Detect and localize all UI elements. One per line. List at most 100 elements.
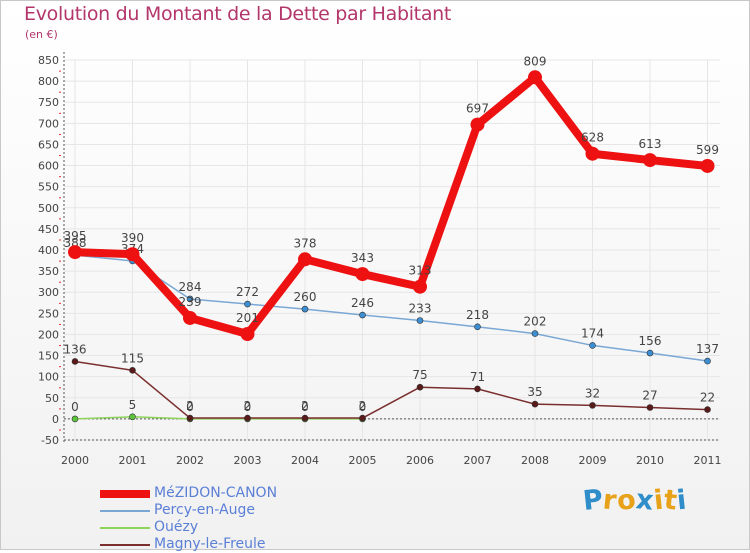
data-label-m-zidon-canon: 343 [351, 251, 374, 265]
data-point-m-zidon-canon [240, 327, 255, 342]
data-point-ou-zy [129, 413, 136, 421]
y-tick-label: 550 [38, 181, 59, 194]
data-point-magny-le-freule [531, 400, 539, 408]
y-tick-label: 350 [38, 265, 59, 278]
data-label-magny-le-freule: 136 [64, 342, 87, 356]
legend-label: Ouézy [154, 519, 199, 535]
x-tick-label: 2005 [349, 454, 377, 467]
data-point-magny-le-freule [186, 414, 194, 422]
x-tick-label: 2002 [176, 454, 204, 467]
data-point-percy-en-auge [474, 323, 481, 331]
x-tick-label: 2009 [579, 454, 607, 467]
y-tick-label: 650 [38, 138, 59, 151]
data-point-m-zidon-canon [470, 117, 485, 132]
data-point-percy-en-auge [301, 305, 309, 313]
y-tick-label: 700 [38, 117, 59, 130]
data-label-magny-le-freule: 2 [301, 399, 309, 413]
data-label-magny-le-freule: 2 [359, 399, 367, 413]
x-tick-label: 2006 [406, 454, 434, 467]
data-label-m-zidon-canon: 809 [524, 54, 547, 68]
legend-swatch [100, 527, 150, 529]
x-tick-label: 2004 [291, 454, 319, 467]
data-point-magny-le-freule [359, 414, 366, 422]
data-point-m-zidon-canon [183, 310, 197, 325]
legend-label: Percy-en-Auge [154, 502, 255, 518]
data-label-percy-en-auge: 218 [466, 308, 489, 322]
data-label-magny-le-freule: 35 [527, 385, 542, 399]
y-tick-label: 600 [38, 160, 59, 173]
data-point-percy-en-auge [589, 342, 596, 349]
x-tick-label: 2003 [234, 454, 262, 467]
data-label-ou-zy: 0 [186, 400, 194, 414]
data-label-percy-en-auge: 260 [294, 290, 317, 304]
data-point-magny-le-freule [704, 406, 711, 413]
data-label-magny-le-freule: 2 [244, 399, 252, 413]
proxiti-logo: Proxiti [581, 484, 689, 517]
data-label-magny-le-freule: 2 [186, 399, 194, 413]
data-point-magny-le-freule [646, 404, 654, 411]
data-point-percy-en-auge [244, 300, 251, 308]
data-point-m-zidon-canon [643, 153, 657, 168]
y-tick-label: 800 [38, 75, 59, 88]
y-tick-label: 0 [52, 413, 59, 426]
series-line-magny-le-freule [74, 360, 709, 419]
data-label-percy-en-auge: 202 [524, 315, 547, 329]
data-point-magny-le-freule [129, 367, 136, 374]
legend-swatch [100, 490, 150, 498]
y-tick-label: 400 [38, 244, 59, 257]
data-point-percy-en-auge [704, 357, 711, 365]
data-label-ou-zy: 0 [301, 400, 309, 414]
x-tick-label: 2000 [61, 454, 89, 467]
data-point-m-zidon-canon [585, 146, 600, 161]
data-label-m-zidon-canon: 628 [581, 131, 604, 145]
data-point-magny-le-freule [416, 383, 424, 391]
legend-swatch [100, 510, 150, 512]
data-point-percy-en-auge [359, 311, 366, 319]
x-tick-label: 2011 [694, 454, 722, 467]
y-tick-label: 50 [45, 392, 59, 405]
data-label-magny-le-freule: 27 [642, 388, 657, 402]
data-label-m-zidon-canon: 201 [236, 311, 259, 325]
data-label-ou-zy: 5 [129, 398, 137, 412]
x-tick-label: 2007 [464, 454, 492, 467]
data-label-m-zidon-canon: 378 [294, 236, 317, 250]
y-tick-label: 200 [38, 328, 59, 341]
data-label-percy-en-auge: 233 [409, 302, 432, 316]
x-tick-label: 2010 [636, 454, 664, 467]
data-point-magny-le-freule [474, 385, 481, 393]
data-point-percy-en-auge [531, 330, 539, 337]
data-label-percy-en-auge: 137 [696, 342, 719, 356]
data-point-magny-le-freule [589, 402, 596, 409]
data-label-percy-en-auge: 284 [179, 280, 202, 294]
data-label-m-zidon-canon: 390 [121, 231, 144, 245]
data-label-magny-le-freule: 71 [470, 370, 485, 384]
data-label-m-zidon-canon: 239 [179, 295, 202, 309]
data-label-percy-en-auge: 246 [351, 296, 374, 310]
data-label-magny-le-freule: 22 [700, 391, 715, 405]
legend-label: MéZIDON-CANON [154, 485, 278, 501]
data-point-m-zidon-canon [298, 252, 312, 267]
y-tick-label: 450 [38, 223, 59, 236]
legend-swatch [100, 544, 150, 546]
x-tick-label: 2001 [119, 454, 147, 467]
data-label-m-zidon-canon: 395 [64, 229, 87, 243]
legend-label: Magny-le-Freule [154, 536, 266, 552]
series-line-m-zidon-canon [71, 73, 712, 339]
data-label-magny-le-freule: 115 [121, 351, 144, 365]
series-line-ou-zy [74, 416, 364, 420]
data-point-percy-en-auge [186, 295, 194, 303]
data-point-m-zidon-canon [700, 158, 715, 173]
data-label-magny-le-freule: 32 [585, 386, 600, 400]
data-point-ou-zy [71, 415, 79, 423]
y-tick-label: 500 [38, 202, 59, 215]
data-point-magny-le-freule [244, 414, 251, 422]
series-line-percy-en-auge [74, 254, 709, 362]
chart-unit-label: (en €) [25, 28, 58, 41]
data-label-percy-en-auge: 388 [64, 236, 87, 250]
data-label-magny-le-freule: 75 [412, 368, 427, 382]
data-label-m-zidon-canon: 613 [639, 137, 662, 151]
data-label-m-zidon-canon: 313 [409, 264, 432, 278]
data-point-percy-en-auge [646, 349, 654, 357]
data-label-percy-en-auge: 272 [236, 285, 259, 299]
